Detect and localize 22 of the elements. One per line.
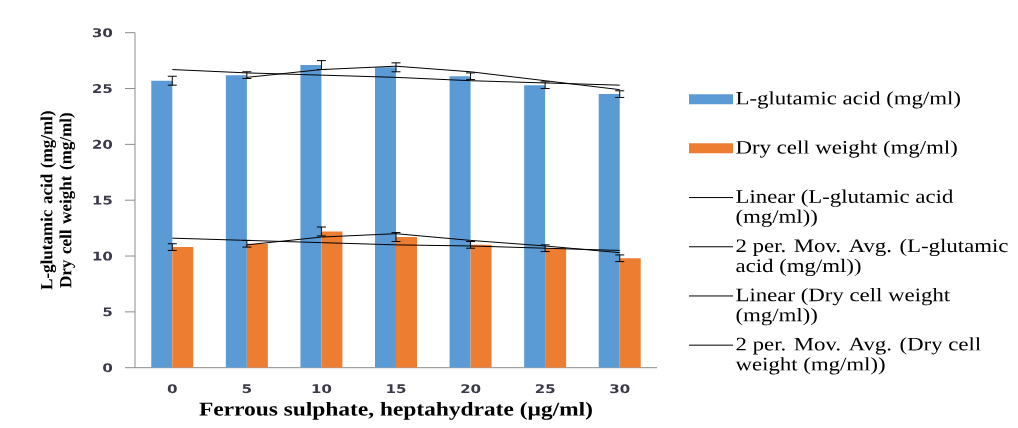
x-tick-label: 0 — [167, 384, 177, 394]
legend-label: Linear (Dry cell weight (mg/ml)) — [736, 287, 951, 326]
x-tick-label: 5 — [242, 384, 252, 394]
legend-label: 2 per. Mov. Avg. (L-glutamic acid (mg/ml)) — [736, 238, 1008, 277]
legend-label: L-glutamic acid (mg/ml) — [736, 91, 960, 109]
y-tick-label: 30 — [92, 28, 113, 38]
y-tick-label: 5 — [103, 307, 112, 317]
y-tick-label: 15 — [93, 195, 112, 205]
y-tick-label: 20 — [93, 139, 113, 149]
x-tick-label: 15 — [387, 384, 406, 394]
y-tick-label: 10 — [93, 251, 113, 261]
legend-label: 2 per. Mov. Avg. (Dry cell weight (mg/ml)) — [735, 337, 981, 375]
x-tick-label: 10 — [312, 384, 332, 394]
legend-label: Dry cell weight (mg/ml) — [736, 140, 957, 158]
x-axis-title: Ferrous sulphate, heptahydrate (µg/ml) — [199, 402, 592, 420]
y-tick-label: 25 — [93, 83, 112, 94]
y-tick-label: 0 — [103, 363, 113, 373]
legend-label: Linear (L-glutamic acid (mg/ml)) — [736, 189, 954, 227]
x-tick-label: 20 — [461, 384, 481, 394]
x-tick-label: 25 — [535, 384, 555, 394]
y-axis-title: L-glutamic acid (mg/ml) Dry cell weight (mg/ml) — [40, 111, 76, 290]
x-tick-label: 30 — [610, 384, 630, 394]
